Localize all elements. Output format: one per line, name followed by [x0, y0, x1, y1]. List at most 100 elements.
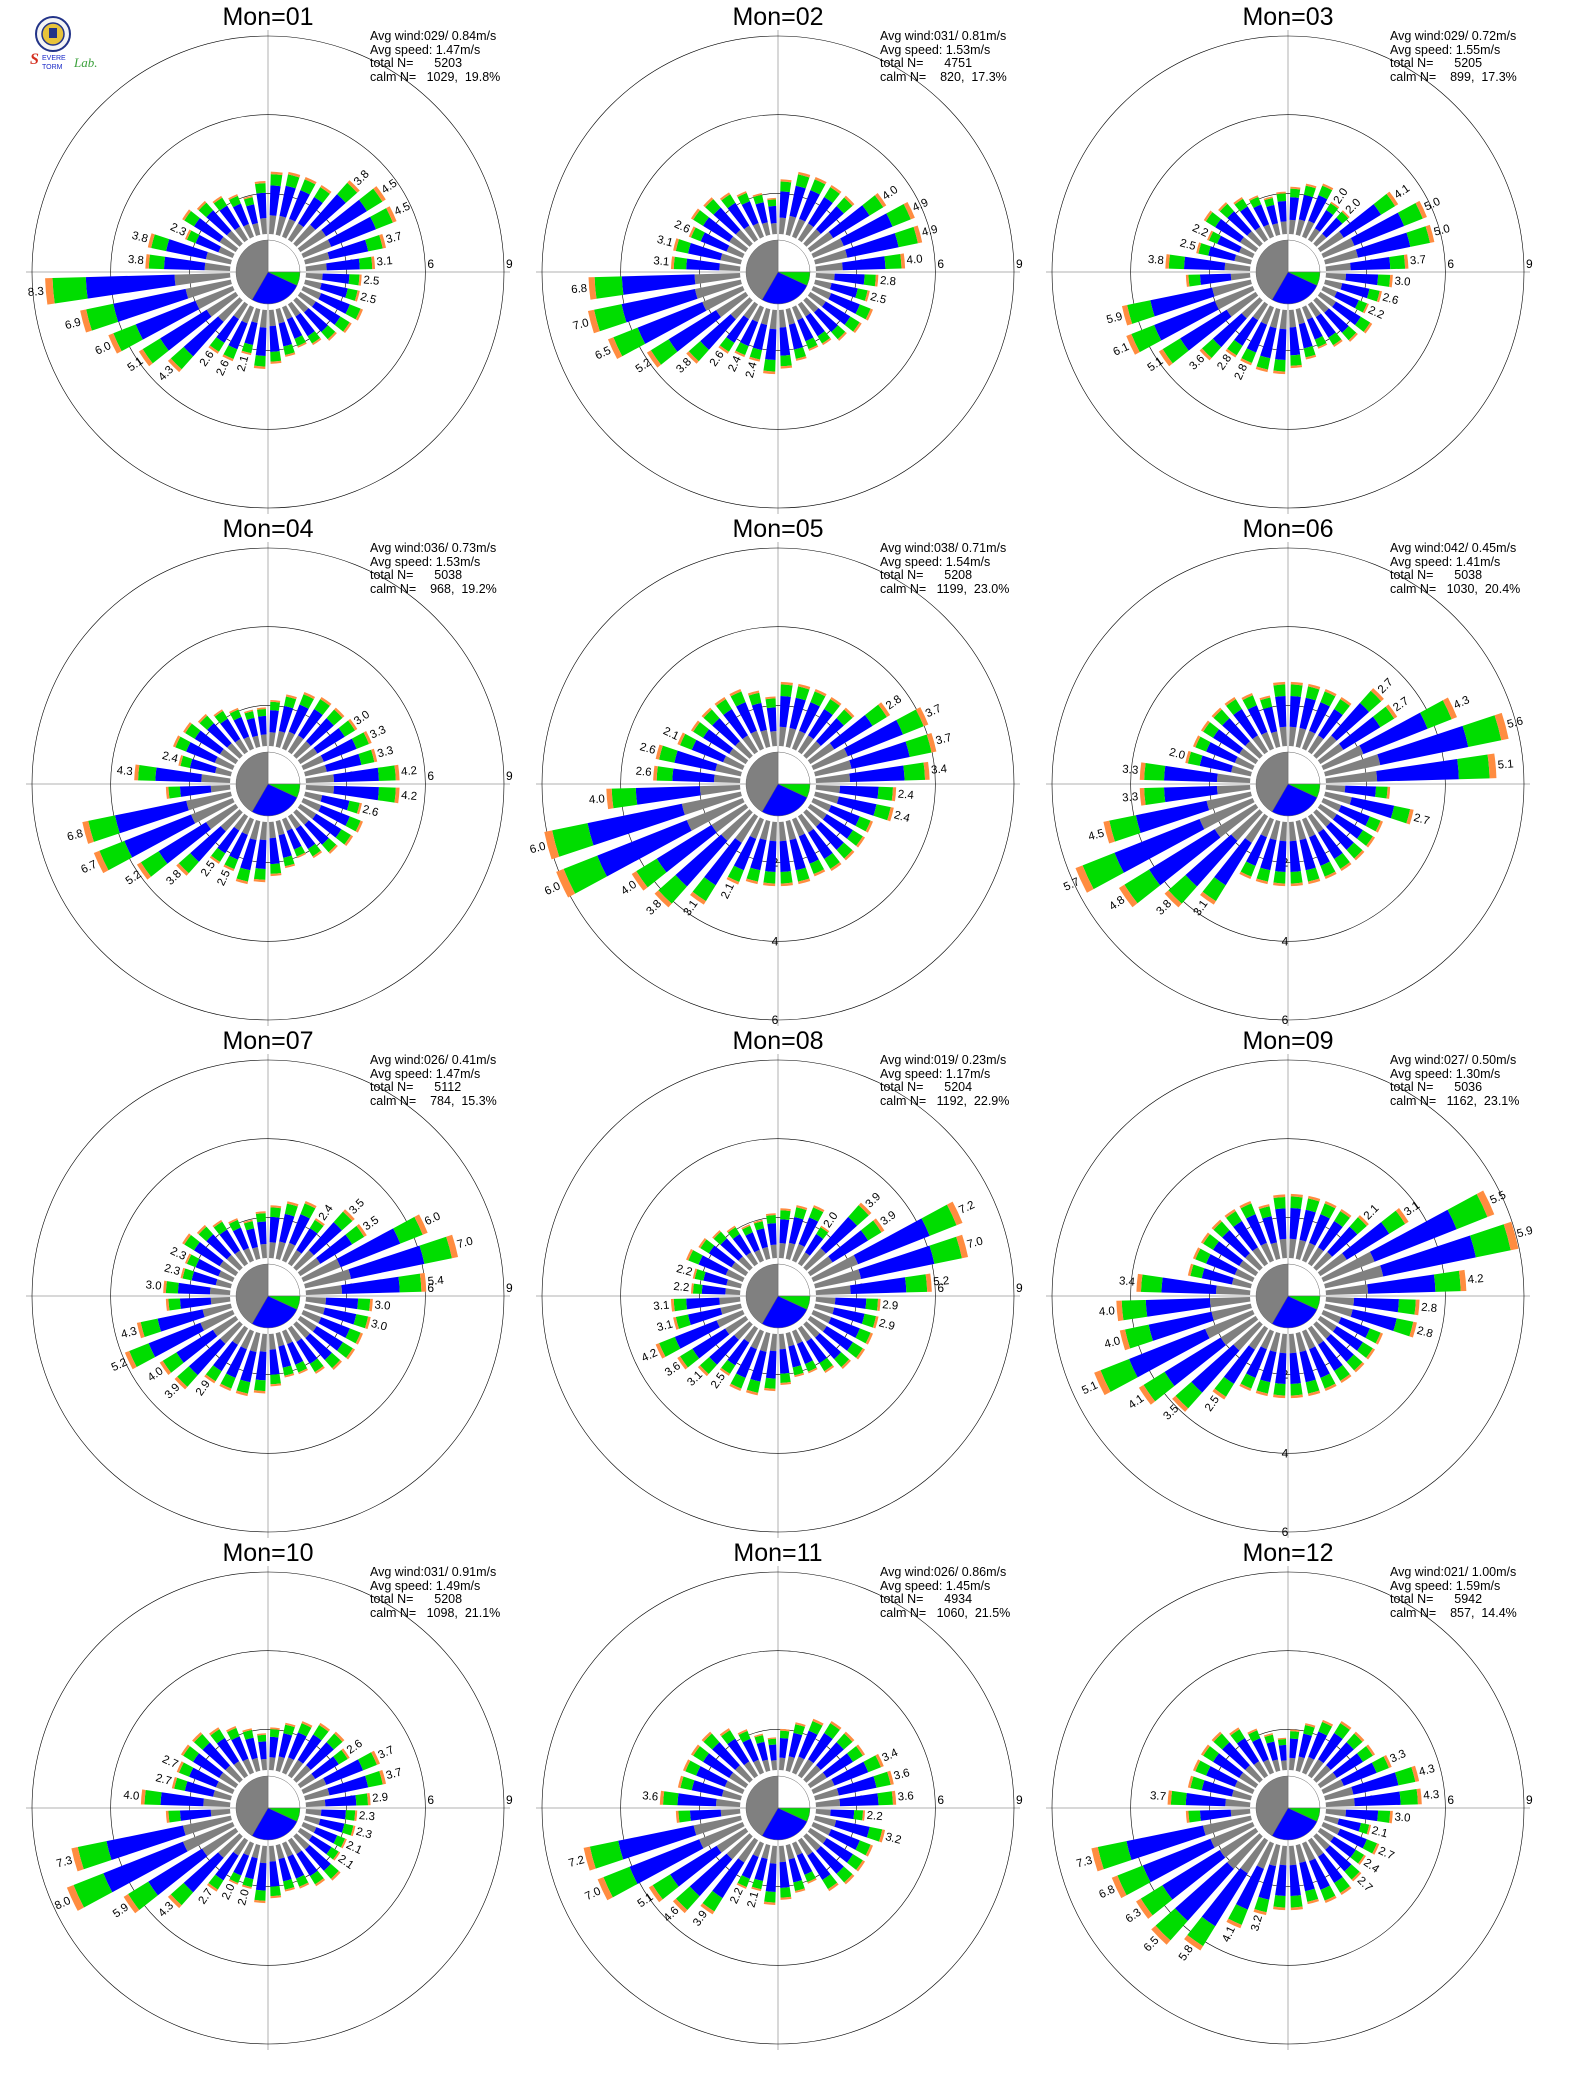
bar-segment-low — [1301, 730, 1316, 751]
bar-segment-mid — [1275, 840, 1287, 873]
bar-segment-top — [1258, 1204, 1270, 1210]
bar-value-label: 3.0 — [374, 1299, 391, 1312]
bar-segment-high — [1273, 359, 1286, 372]
bar-segment-mid — [696, 1766, 728, 1787]
bar-segment-high — [283, 1724, 295, 1736]
bar-segment-mid — [806, 1338, 827, 1364]
bar-segment-top — [1340, 1886, 1352, 1896]
bar-segment-top — [285, 694, 297, 700]
bar-segment-top — [729, 1383, 742, 1392]
bar-segment-mid — [752, 323, 768, 351]
bar-segment-mid — [712, 1742, 740, 1770]
bar-segment-low — [252, 1247, 261, 1260]
bar-segment-top — [284, 1887, 295, 1892]
bar-segment-top — [254, 181, 266, 185]
bar-segment-top — [878, 702, 891, 717]
bar-segment-high — [295, 1361, 308, 1373]
bar-segment-high — [727, 865, 744, 882]
bar-segment-low — [779, 217, 786, 235]
bar-segment-high — [1214, 1376, 1234, 1397]
bar-segment-low — [762, 1247, 771, 1260]
bar-segment-mid — [1191, 1344, 1240, 1393]
bar-segment-mid — [1326, 822, 1354, 850]
bar-segment-high — [345, 816, 361, 832]
bar-value-label: 4.2 — [640, 1347, 660, 1365]
bar-segment-high — [213, 197, 228, 211]
bar-segment-high — [1406, 226, 1431, 247]
bar-segment-low — [815, 785, 841, 794]
bar-segment-high — [1355, 300, 1368, 313]
bar-segment-mid — [1233, 1220, 1258, 1252]
bar-segment-high — [873, 804, 891, 821]
bar-segment-mid — [324, 1795, 357, 1807]
bar-segment-mid — [319, 283, 348, 298]
bar-segment-low — [724, 1780, 745, 1795]
bar-segment-top — [690, 720, 700, 732]
bar-segment-low — [1239, 1772, 1259, 1789]
bar-segment-high — [358, 1752, 377, 1771]
bar-segment-low — [305, 1799, 326, 1807]
bar-segment-mid — [326, 258, 360, 271]
stats-line: Avg wind:029/ 0.84m/s — [370, 29, 497, 43]
bar-segment-top — [1322, 183, 1334, 191]
bar-value-label: 2.2 — [728, 1886, 746, 1906]
bar-value-label: 4.5 — [380, 177, 400, 196]
bar-segment-mid — [322, 273, 350, 284]
bar-segment-low — [1216, 773, 1251, 783]
bar-segment-top — [865, 1332, 874, 1345]
bar-segment-mid — [1318, 1220, 1343, 1252]
bar-segment-high — [244, 711, 255, 720]
bar-segment-mid — [677, 1793, 717, 1807]
bar-segment-top — [1494, 712, 1509, 741]
bar-segment-top — [1416, 1788, 1422, 1805]
bar-value-label: 5.2 — [124, 869, 144, 888]
bar-segment-low — [769, 1333, 777, 1352]
bar-segment-top — [312, 337, 322, 346]
bar-segment-top — [213, 709, 224, 717]
bar-segment-high — [831, 325, 846, 340]
bar-segment-high — [1259, 1206, 1272, 1219]
bar-segment-top — [1376, 290, 1382, 303]
bar-segment-top — [341, 1748, 350, 1759]
bar-segment-low — [182, 1815, 232, 1836]
bar-segment-mid — [704, 838, 742, 886]
bar-segment-low — [1321, 238, 1355, 259]
bar-segment-low — [1324, 791, 1352, 805]
bar-segment-high — [1389, 254, 1406, 270]
bar-segment-top — [690, 1283, 694, 1294]
bar-segment-mid — [306, 1742, 334, 1770]
bar-segment-mid — [821, 301, 851, 325]
bar-value-label: 3.9 — [163, 1382, 183, 1402]
bar-segment-top — [606, 788, 614, 810]
bar-segment-low — [1252, 301, 1269, 321]
bar-segment-high — [1390, 805, 1411, 824]
bar-segment-top — [1290, 186, 1301, 190]
bar-segment-low — [293, 741, 311, 759]
grid-ring — [110, 114, 426, 430]
bar-segment-mid — [675, 834, 728, 887]
grid-ring — [1209, 1217, 1367, 1375]
bar-segment-low — [275, 215, 287, 236]
bar-value-label: 4.9 — [911, 197, 931, 215]
bar-segment-high — [184, 1234, 200, 1251]
bar-segment-low — [814, 791, 839, 804]
bar-segment-low — [785, 1332, 795, 1347]
bar-segment-high — [1290, 1383, 1303, 1396]
bar-segment-high — [1144, 762, 1166, 781]
bar-segment-top — [837, 331, 847, 341]
bar-segment-low — [753, 1759, 765, 1775]
bar-segment-mid — [1338, 1317, 1370, 1338]
bar-segment-low — [720, 1809, 741, 1817]
bar-segment-top — [244, 709, 254, 714]
bar-segment-mid — [1163, 785, 1218, 803]
bar-segment-mid — [828, 1230, 869, 1263]
bar-value-label: 3.7 — [1409, 254, 1426, 267]
bar-segment-top — [597, 1877, 613, 1901]
bar-segment-top — [180, 1267, 186, 1279]
bar-segment-mid — [323, 1307, 357, 1325]
bar-segment-mid — [756, 1741, 769, 1762]
bar-segment-top — [1386, 191, 1399, 207]
bar-segment-high — [213, 1221, 228, 1235]
bar-segment-high — [377, 765, 396, 781]
bar-segment-top — [814, 176, 827, 185]
